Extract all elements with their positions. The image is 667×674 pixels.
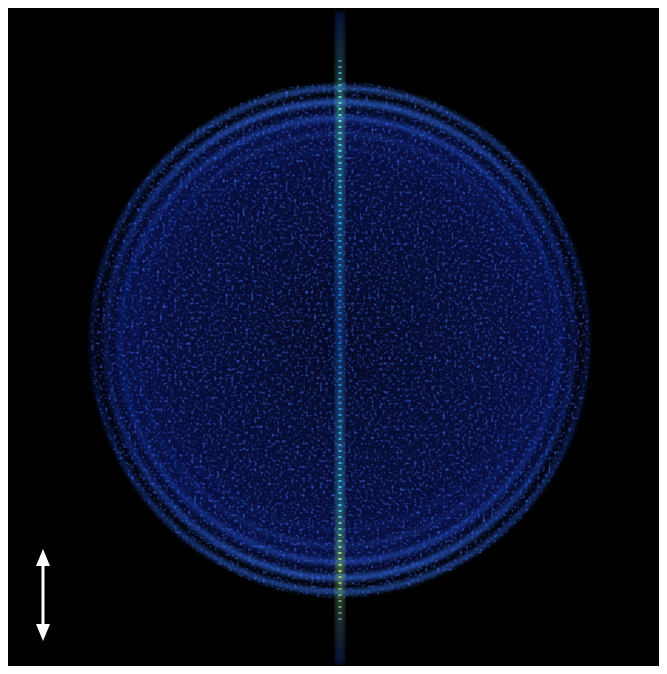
page-body [0,0,667,674]
page: {} html, body { margin: 0; padding: 0; b… [0,0,667,674]
diffraction-image [0,0,667,674]
